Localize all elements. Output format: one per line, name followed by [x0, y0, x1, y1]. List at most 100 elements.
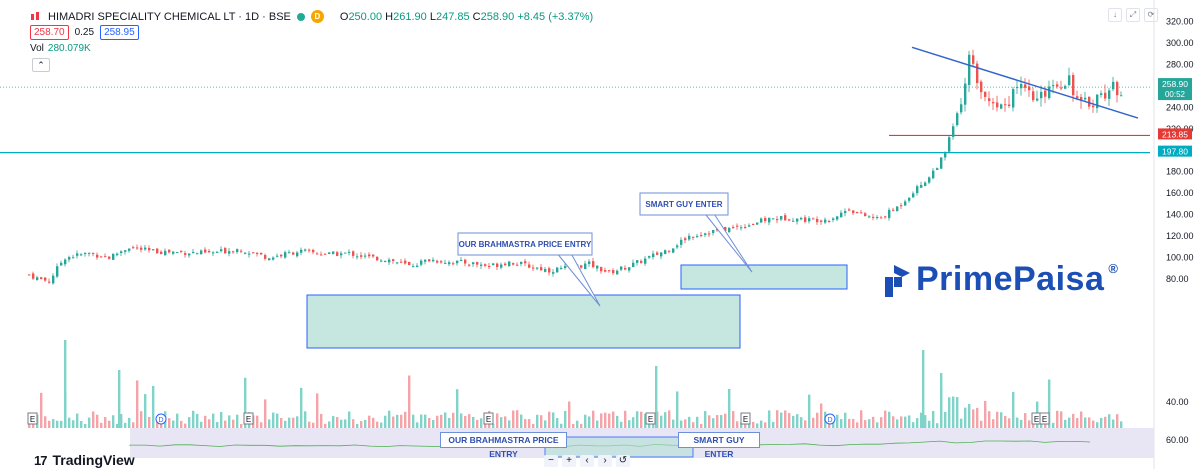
candle[interactable]	[200, 250, 203, 255]
arrow-down-icon[interactable]: ↓	[1108, 8, 1122, 22]
candle[interactable]	[80, 254, 83, 256]
candle[interactable]	[768, 217, 771, 223]
candle[interactable]	[1120, 95, 1123, 97]
candle[interactable]	[312, 249, 315, 253]
earnings-marker[interactable]	[243, 412, 254, 425]
candle[interactable]	[248, 253, 251, 255]
candle[interactable]	[308, 249, 311, 251]
candle[interactable]	[540, 267, 543, 271]
candle[interactable]	[476, 262, 479, 265]
candle[interactable]	[444, 262, 447, 264]
candle[interactable]	[112, 253, 115, 260]
candle[interactable]	[904, 201, 907, 206]
candle[interactable]	[764, 218, 767, 222]
candle[interactable]	[784, 215, 787, 221]
candle[interactable]	[860, 212, 863, 214]
candle[interactable]	[432, 259, 435, 262]
candle[interactable]	[744, 226, 747, 228]
candle[interactable]	[504, 263, 507, 266]
candle[interactable]	[884, 216, 887, 218]
candle[interactable]	[920, 184, 923, 188]
candle[interactable]	[968, 54, 971, 86]
candle[interactable]	[1012, 89, 1015, 108]
candle[interactable]	[924, 182, 927, 186]
candle[interactable]	[772, 218, 775, 220]
candle[interactable]	[1080, 97, 1083, 101]
candle[interactable]	[908, 197, 911, 201]
candle[interactable]	[708, 233, 711, 235]
candle[interactable]	[1096, 94, 1099, 109]
candle[interactable]	[852, 210, 855, 213]
candle[interactable]	[84, 252, 87, 254]
candle[interactable]	[428, 259, 431, 262]
candle[interactable]	[776, 219, 779, 221]
earnings-marker[interactable]	[27, 412, 38, 425]
candle[interactable]	[148, 247, 151, 251]
candle[interactable]	[152, 249, 155, 251]
candle[interactable]	[1044, 90, 1047, 97]
candle[interactable]	[208, 250, 211, 253]
candle[interactable]	[824, 219, 827, 223]
candle[interactable]	[964, 83, 967, 105]
dividend-marker[interactable]	[824, 413, 836, 425]
candle[interactable]	[612, 270, 615, 274]
candle[interactable]	[608, 270, 611, 272]
candle[interactable]	[1092, 105, 1095, 108]
candle[interactable]	[1060, 87, 1063, 89]
candle[interactable]	[144, 247, 147, 250]
candle[interactable]	[288, 252, 291, 254]
earnings-marker[interactable]	[740, 412, 751, 425]
candle[interactable]	[816, 218, 819, 223]
candle[interactable]	[220, 249, 223, 252]
candle[interactable]	[604, 270, 607, 272]
candle[interactable]	[124, 250, 127, 252]
candle[interactable]	[1052, 85, 1055, 87]
candle[interactable]	[984, 91, 987, 97]
candle[interactable]	[1100, 93, 1103, 95]
candle[interactable]	[400, 261, 403, 263]
candle[interactable]	[72, 257, 75, 259]
candle[interactable]	[648, 256, 651, 258]
candle[interactable]	[264, 255, 267, 259]
candle[interactable]	[252, 252, 255, 254]
candle[interactable]	[164, 250, 167, 255]
candle[interactable]	[972, 55, 975, 64]
candle[interactable]	[280, 254, 283, 257]
candle[interactable]	[108, 256, 111, 259]
candle[interactable]	[416, 265, 419, 268]
candle[interactable]	[520, 261, 523, 264]
candle[interactable]	[736, 225, 739, 227]
candle[interactable]	[388, 259, 391, 263]
candle[interactable]	[1068, 75, 1071, 86]
candle[interactable]	[140, 247, 143, 250]
smart-zone-box[interactable]	[680, 264, 848, 290]
candle[interactable]	[564, 265, 567, 268]
candle[interactable]	[52, 275, 55, 284]
candle[interactable]	[832, 218, 835, 220]
candle[interactable]	[780, 216, 783, 220]
candle[interactable]	[788, 219, 791, 221]
candle[interactable]	[1112, 81, 1115, 90]
candle[interactable]	[224, 248, 227, 254]
candle[interactable]	[344, 252, 347, 254]
candle[interactable]	[844, 211, 847, 214]
candle[interactable]	[1104, 92, 1107, 99]
candle[interactable]	[672, 248, 675, 253]
candle[interactable]	[68, 257, 71, 260]
reset-view-button[interactable]: ↺	[616, 455, 630, 467]
zoom-out-button[interactable]: −	[544, 455, 558, 467]
candle[interactable]	[948, 137, 951, 152]
candle[interactable]	[732, 227, 735, 229]
candle[interactable]	[952, 126, 955, 137]
candle[interactable]	[804, 217, 807, 222]
candle[interactable]	[392, 259, 395, 261]
candle[interactable]	[460, 259, 463, 261]
candle[interactable]	[1048, 86, 1051, 99]
candle[interactable]	[980, 81, 983, 93]
candle[interactable]	[448, 262, 451, 265]
candle[interactable]	[88, 252, 91, 254]
candle[interactable]	[256, 253, 259, 255]
candle[interactable]	[324, 253, 327, 255]
candle[interactable]	[116, 253, 119, 256]
